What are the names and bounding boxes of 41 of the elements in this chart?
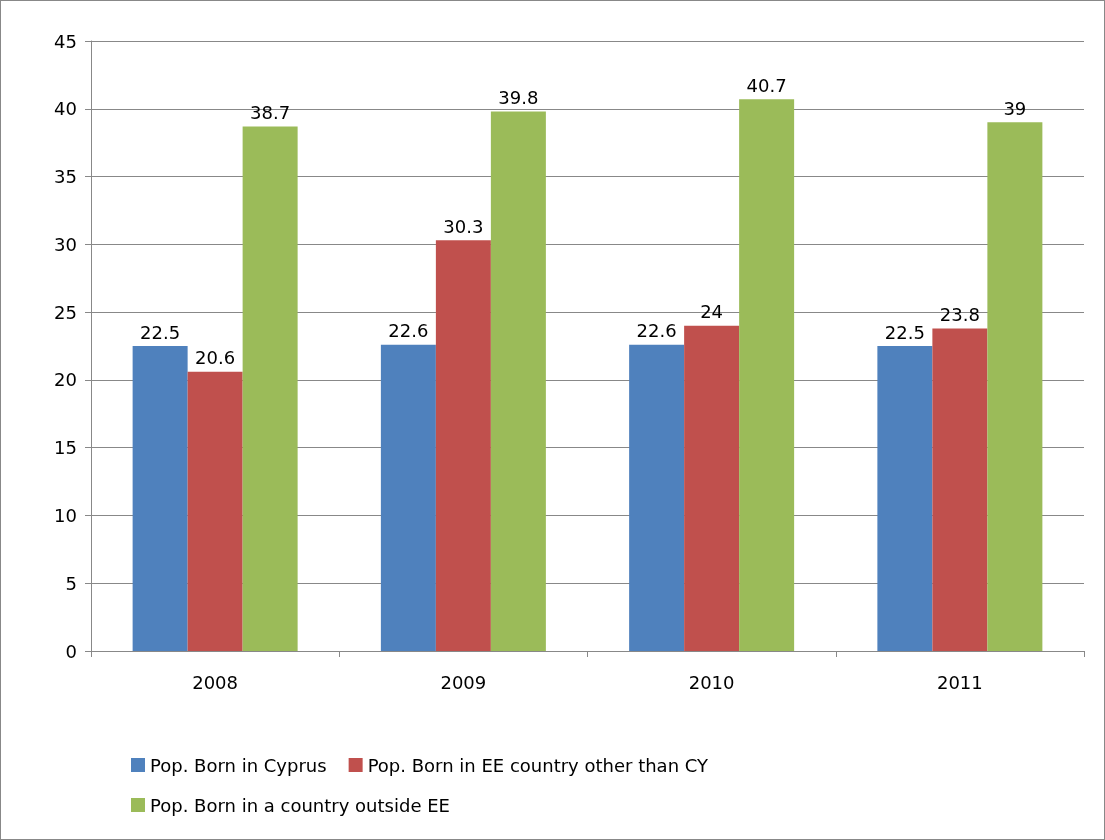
y-tick-label: 10 <box>54 504 77 526</box>
bar <box>684 325 740 651</box>
data-label: 22.6 <box>388 320 429 342</box>
x-tick-label: 2009 <box>440 671 487 693</box>
bar <box>435 240 491 651</box>
y-tick-label: 45 <box>54 30 77 52</box>
legend-label: Pop. Born in a country outside EE <box>150 794 450 816</box>
y-tick-label: 0 <box>65 640 77 662</box>
data-label: 38.7 <box>250 101 291 123</box>
data-label: 22.6 <box>636 320 677 342</box>
bar <box>132 346 188 651</box>
y-tick-label: 30 <box>54 233 77 255</box>
y-tick-label: 35 <box>54 166 77 188</box>
y-tick-label: 20 <box>54 369 77 391</box>
legend-label: Pop. Born in EE country other than CY <box>367 754 710 776</box>
bar <box>242 126 298 651</box>
x-tick-label: 2008 <box>192 671 239 693</box>
data-label: 22.5 <box>140 321 181 343</box>
bar <box>380 344 436 651</box>
y-tick-label: 15 <box>54 437 77 459</box>
data-label: 20.6 <box>195 347 236 369</box>
bar <box>987 122 1043 651</box>
bar <box>739 99 795 651</box>
bar <box>877 346 933 651</box>
data-label: 22.5 <box>884 321 925 343</box>
data-label: 39.8 <box>498 86 539 108</box>
data-label: 23.8 <box>939 303 980 325</box>
y-tick-label: 5 <box>65 572 77 594</box>
y-tick-label: 40 <box>54 98 77 120</box>
x-tick-label: 2011 <box>936 671 983 693</box>
data-label: 30.3 <box>443 215 484 237</box>
y-tick-label: 25 <box>54 301 77 323</box>
data-label: 39 <box>1003 97 1027 119</box>
bar <box>187 371 243 651</box>
x-tick-label: 2010 <box>688 671 735 693</box>
bar <box>490 111 546 651</box>
bar <box>932 328 988 651</box>
data-label: 40.7 <box>746 74 787 96</box>
legend-label: Pop. Born in Cyprus <box>150 754 327 776</box>
bar <box>629 344 685 651</box>
data-label: 24 <box>700 301 724 323</box>
